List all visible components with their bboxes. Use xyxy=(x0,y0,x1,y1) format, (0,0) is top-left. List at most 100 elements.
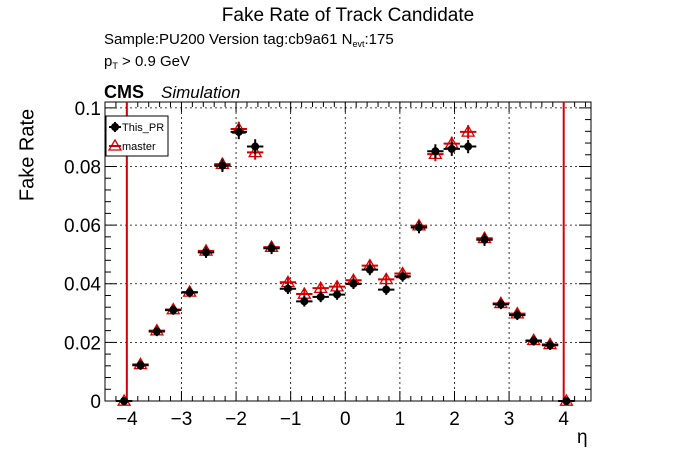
cms-label: CMS xyxy=(104,82,144,102)
marker-circle xyxy=(496,300,505,309)
data-point xyxy=(296,296,313,307)
legend-label: This_PR xyxy=(122,122,164,134)
data-point xyxy=(263,242,280,255)
marker-circle xyxy=(152,327,161,336)
marker-circle xyxy=(316,292,325,301)
legend-marker-triangle xyxy=(107,138,123,151)
marker-circle xyxy=(529,336,538,345)
marker-circle xyxy=(365,265,374,274)
legend-entry-this-pr: This_PR xyxy=(109,122,164,134)
data-point xyxy=(541,340,559,350)
marker-circle xyxy=(464,142,473,151)
marker-circle xyxy=(414,223,423,232)
plot-frame xyxy=(104,101,592,402)
x-tick-label: −1 xyxy=(280,409,302,430)
marker-circle xyxy=(267,244,276,253)
legend-entry-master: master xyxy=(107,138,156,153)
marker-circle xyxy=(382,285,391,294)
pt-cut-label: pT > 0.9 GeV xyxy=(104,53,190,71)
marker-circle xyxy=(349,279,358,288)
marker-circle xyxy=(513,311,522,320)
data-point xyxy=(279,283,297,294)
marker-circle xyxy=(398,272,407,281)
marker-circle xyxy=(447,144,456,153)
marker-triangle xyxy=(248,145,263,158)
data-point xyxy=(394,271,411,282)
marker-circle xyxy=(185,288,194,297)
data-point xyxy=(525,336,542,346)
marker-circle xyxy=(234,127,243,136)
data-point xyxy=(492,299,510,310)
data-point xyxy=(197,246,215,258)
data-point xyxy=(246,139,264,154)
pt-symbol: p xyxy=(104,53,113,70)
data-point xyxy=(509,310,526,321)
pt-threshold: > 0.9 GeV xyxy=(117,53,190,70)
data-point xyxy=(345,278,362,289)
marker-circle xyxy=(136,361,145,370)
y-tick-label: 0.1 xyxy=(75,99,101,120)
data-point xyxy=(230,124,247,140)
marker-circle xyxy=(251,142,260,151)
marker-circle xyxy=(202,248,211,257)
data-point xyxy=(165,305,182,315)
x-tick-label: 2 xyxy=(449,409,460,430)
legend-marker-circle xyxy=(111,123,119,131)
sample-count: :175 xyxy=(364,31,394,48)
data-point xyxy=(476,233,493,246)
data-point xyxy=(427,144,444,159)
chart-title: Fake Rate of Track Candidate xyxy=(221,5,475,26)
marker-triangle xyxy=(460,124,476,137)
x-tick-label: 1 xyxy=(395,409,406,430)
y-tick-label: 0.06 xyxy=(64,216,101,237)
marker-circle xyxy=(218,161,227,170)
series-this-pr xyxy=(115,124,575,405)
data-point xyxy=(115,397,133,405)
x-tick-label: −2 xyxy=(225,409,247,430)
y-tick-label: 0.08 xyxy=(64,157,101,178)
sample-info: Sample:PU200 Version tag:cb9a61 Nevt:175 xyxy=(104,31,394,49)
marker-circle xyxy=(333,290,342,299)
data-point xyxy=(181,287,198,298)
simulation-label: Simulation xyxy=(161,83,241,102)
data-point xyxy=(214,159,231,173)
data-point xyxy=(443,141,460,156)
marker-circle xyxy=(562,397,571,405)
data-point xyxy=(378,272,395,285)
marker-circle xyxy=(431,147,440,156)
data-point xyxy=(459,124,477,139)
marker-circle xyxy=(283,284,292,293)
marker-circle xyxy=(169,306,178,315)
x-tick-label: −4 xyxy=(116,409,138,430)
marker-triangle xyxy=(379,272,394,285)
marker-circle xyxy=(120,397,129,405)
pt-subscript: T xyxy=(112,61,118,71)
y-tick-label: 0 xyxy=(90,392,101,413)
grid-lines xyxy=(105,102,591,402)
x-tick-label: 3 xyxy=(504,409,515,430)
marker-circle xyxy=(480,235,489,244)
y-tick-label: 0.02 xyxy=(64,333,101,354)
data-point xyxy=(459,139,477,154)
data-point xyxy=(312,291,329,303)
x-tick-label: 4 xyxy=(558,409,569,430)
legend-box xyxy=(105,115,169,157)
legend-label: master xyxy=(122,141,156,153)
x-tick-label: 0 xyxy=(340,409,351,430)
sample-subscript: evt xyxy=(352,39,365,49)
data-point xyxy=(328,289,346,300)
data-point xyxy=(361,264,379,276)
sample-text: Sample:PU200 Version tag:cb9a61 N xyxy=(104,31,353,48)
marker-circle xyxy=(546,341,555,350)
data-point xyxy=(558,397,575,405)
y-tick-label: 0.04 xyxy=(64,275,101,296)
data-point xyxy=(410,221,428,234)
marker-circle xyxy=(300,297,309,306)
data-point xyxy=(148,326,166,337)
data-point xyxy=(132,360,149,370)
x-axis-label: η xyxy=(577,427,588,448)
x-tick-label: −3 xyxy=(171,409,193,430)
data-point xyxy=(378,284,395,295)
